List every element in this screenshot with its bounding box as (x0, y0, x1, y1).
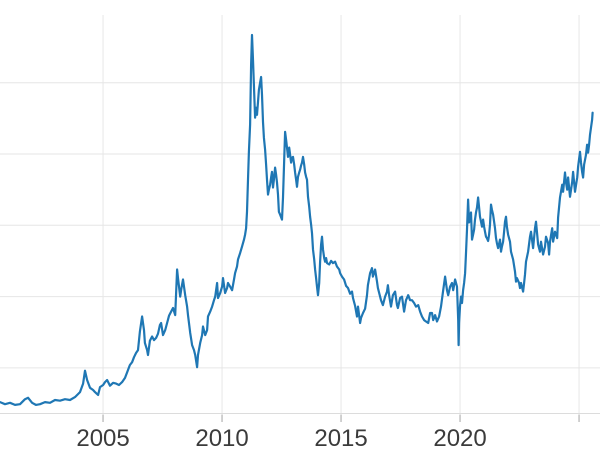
x-axis-tick-label: 2015 (314, 425, 367, 450)
x-axis-tick-label: 2010 (195, 425, 248, 450)
x-axis-tick-label: 2005 (76, 425, 129, 450)
x-axis-tick-label: 2020 (433, 425, 486, 450)
price-series-line (0, 33, 594, 406)
